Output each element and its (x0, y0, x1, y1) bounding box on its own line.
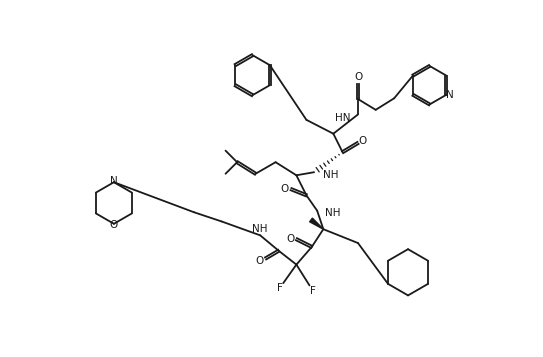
Text: NH: NH (323, 170, 339, 180)
Text: NH: NH (325, 208, 340, 218)
Polygon shape (310, 218, 323, 229)
Text: NH: NH (252, 224, 268, 234)
Text: O: O (281, 184, 289, 194)
Text: O: O (358, 136, 367, 146)
Text: O: O (355, 72, 363, 82)
Text: N: N (446, 90, 454, 100)
Text: N: N (110, 176, 118, 186)
Text: O: O (110, 220, 118, 230)
Text: O: O (255, 256, 263, 266)
Text: F: F (311, 286, 316, 296)
Text: F: F (276, 283, 282, 293)
Text: O: O (286, 234, 294, 244)
Text: HN: HN (335, 113, 350, 123)
